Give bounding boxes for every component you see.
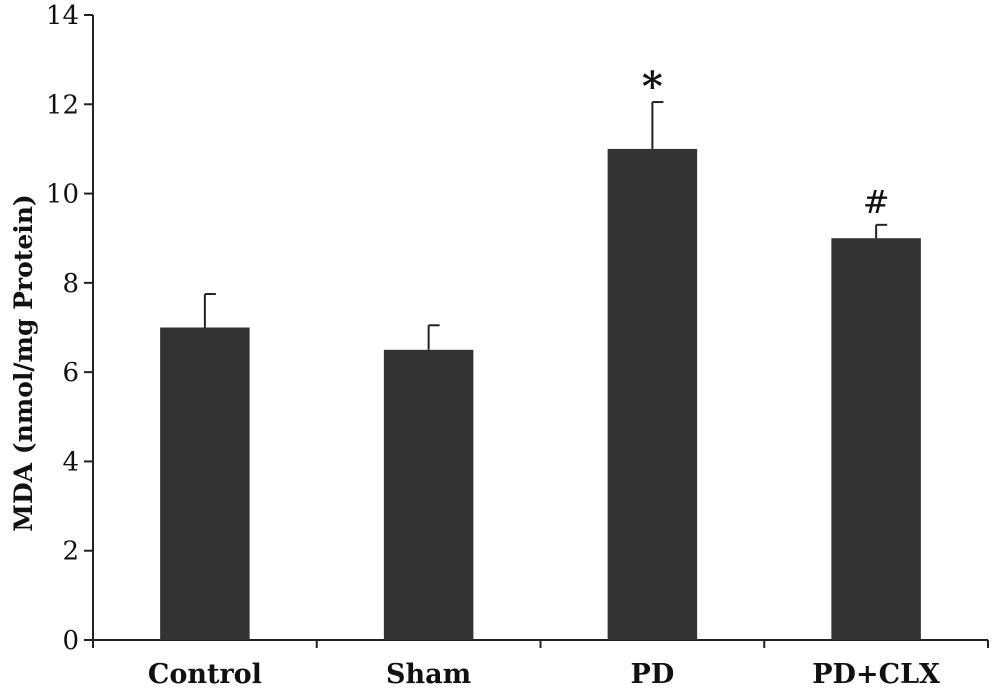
bar	[831, 238, 921, 640]
bar	[607, 148, 698, 640]
error-bars	[203, 101, 888, 350]
bars	[160, 148, 921, 640]
y-tick-label: 8	[62, 269, 79, 299]
y-tick-label: 0	[62, 626, 79, 656]
category-labels: Control Sham PD PD+CLX	[148, 659, 940, 690]
significance-mark: *	[642, 63, 663, 110]
y-tick-label: 14	[46, 1, 79, 31]
y-tick-label: 6	[62, 358, 79, 388]
category-label: PD	[631, 659, 675, 690]
significance-mark: #	[863, 183, 890, 221]
y-tick-label: 4	[62, 447, 79, 477]
y-tick-label: 2	[62, 537, 79, 567]
y-ticks: 0 2 4 6 8 10 12 14	[46, 1, 93, 656]
y-axis-title: MDA (nmol/mg Protein)	[9, 194, 38, 531]
annotations: *#	[642, 63, 890, 221]
y-tick-label: 12	[46, 90, 79, 120]
y-tick-label: 10	[46, 180, 79, 210]
category-label: Sham	[386, 659, 471, 690]
bar	[383, 349, 474, 640]
bar	[160, 327, 250, 640]
category-label: Control	[148, 659, 262, 690]
category-label: PD+CLX	[812, 659, 940, 690]
